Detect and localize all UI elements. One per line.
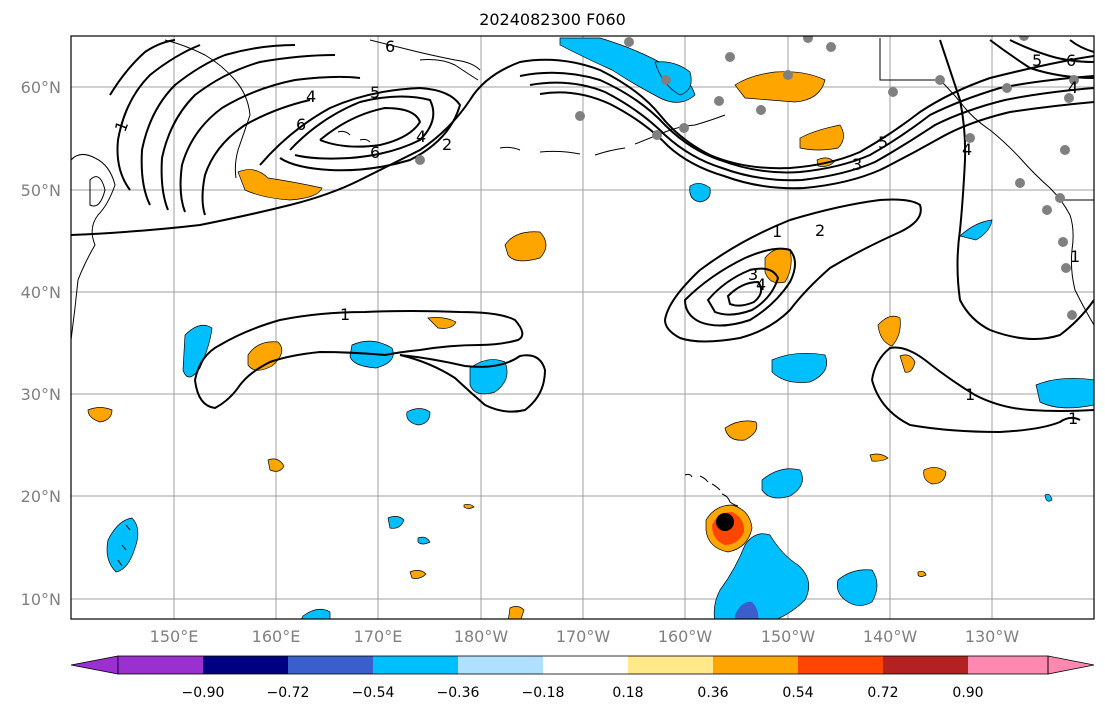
lon-label: 180°W [454,627,509,646]
contour-label: 6 [370,143,380,162]
coastlines [71,38,1094,567]
lat-label: 60°N [21,78,61,97]
colorbar-tick-label: −0.54 [352,685,395,701]
colorbar-high-extend [1047,655,1095,675]
contour-label: 5 [878,133,888,152]
contour-label: 3 [852,155,862,174]
colorbar-tick-label: 0.54 [782,685,813,701]
contour-label: 1 [340,305,350,324]
lat-label: 30°N [21,385,61,404]
colorbar-low-extend [70,655,119,675]
lon-label: 170°E [354,627,403,646]
colorbar-tick-label: −0.36 [437,685,480,701]
contour-label: 5 [370,83,380,102]
contour-label: 4 [962,140,972,159]
contour-label: 4 [306,87,316,106]
colorbar-tick-label: −0.90 [182,685,225,701]
lat-label: 50°N [21,181,61,200]
lon-label: 130°W [965,627,1020,646]
contour-label: 4 [1068,78,1078,97]
contour-label: 4 [416,127,426,146]
lon-label: 140°W [863,627,918,646]
latitude-axis: 10°N 20°N 30°N 40°N 50°N 60°N [21,78,61,609]
colorbar-tick-label: 0.18 [612,685,643,701]
negative-anomaly-patches [106,37,1094,619]
colorbar-tick-label: 0.90 [952,685,983,701]
lon-label: 170°W [556,627,611,646]
contours [71,39,1094,434]
colorbar-tick-label: 0.72 [867,685,898,701]
longitude-axis: 150°E 160°E 170°E 180°W 170°W 160°W 150°… [150,627,1020,646]
plot-frame [70,35,1095,620]
contour-label: 1 [965,385,975,404]
contour-label: 2 [442,135,452,154]
contour-label: 6 [296,115,306,134]
station-markers [415,36,1079,320]
tropical-cyclone-center [716,513,734,531]
gridlines [71,36,1094,619]
contour-label: 3 [748,265,758,284]
lon-label: 150°W [761,627,816,646]
lon-label: 160°W [658,627,713,646]
contour-label: 4 [756,275,766,294]
contour-label: 1 [1070,247,1080,266]
map-title: 2024082300 F060 [479,10,626,29]
contour-label: 2 [815,221,825,240]
lat-label: 20°N [21,487,61,506]
lat-label: 10°N [21,590,61,609]
colorbar [70,655,1095,675]
colorbar-tick-label: −0.72 [267,685,310,701]
map-plot-area: 1 6 4 5 6 6 4 2 1 1 2 3 4 3 5 1 1 5 6 4 … [71,36,1094,619]
contour-label: 6 [385,37,395,56]
colorbar-tick-label: −0.18 [522,685,565,701]
lat-label: 40°N [21,283,61,302]
colorbar-tick-label: 0.36 [697,685,728,701]
contour-label: 1 [1068,409,1078,428]
contour-label: 5 [1032,51,1042,70]
contour-label: 1 [772,222,782,241]
lon-label: 160°E [252,627,301,646]
lon-label: 150°E [150,627,199,646]
contour-label: 6 [1066,51,1076,70]
deep-negative-patch [735,601,759,619]
colorbar-ticks: −0.90 −0.72 −0.54 −0.36 −0.18 0.18 0.36 … [182,685,984,701]
